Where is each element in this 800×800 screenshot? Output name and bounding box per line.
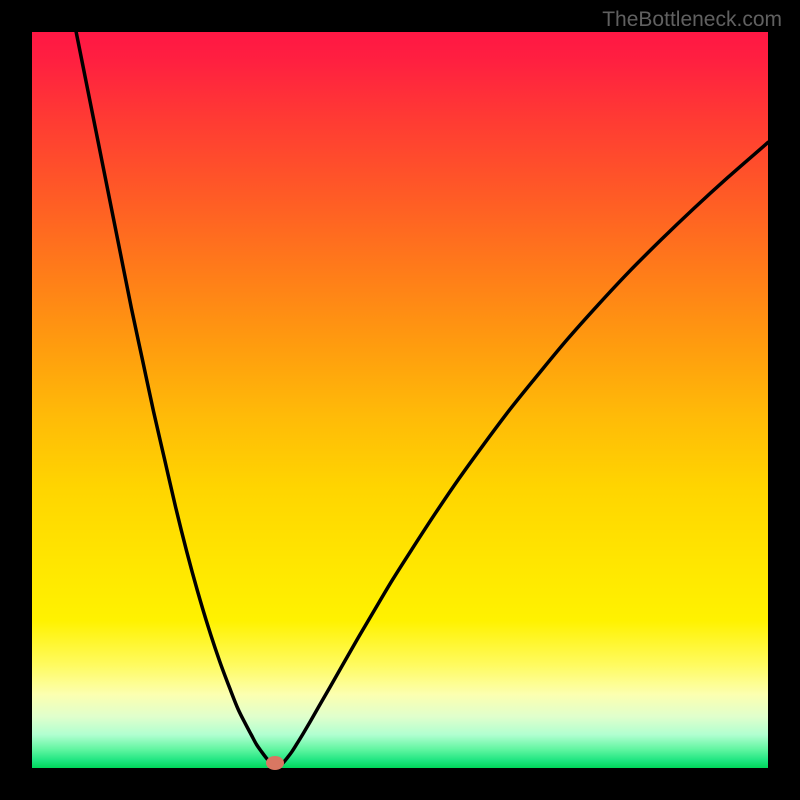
watermark-text: TheBottleneck.com [602,8,782,32]
minimum-marker [266,756,284,770]
plot-area [32,32,768,768]
bottleneck-curve [32,32,768,768]
